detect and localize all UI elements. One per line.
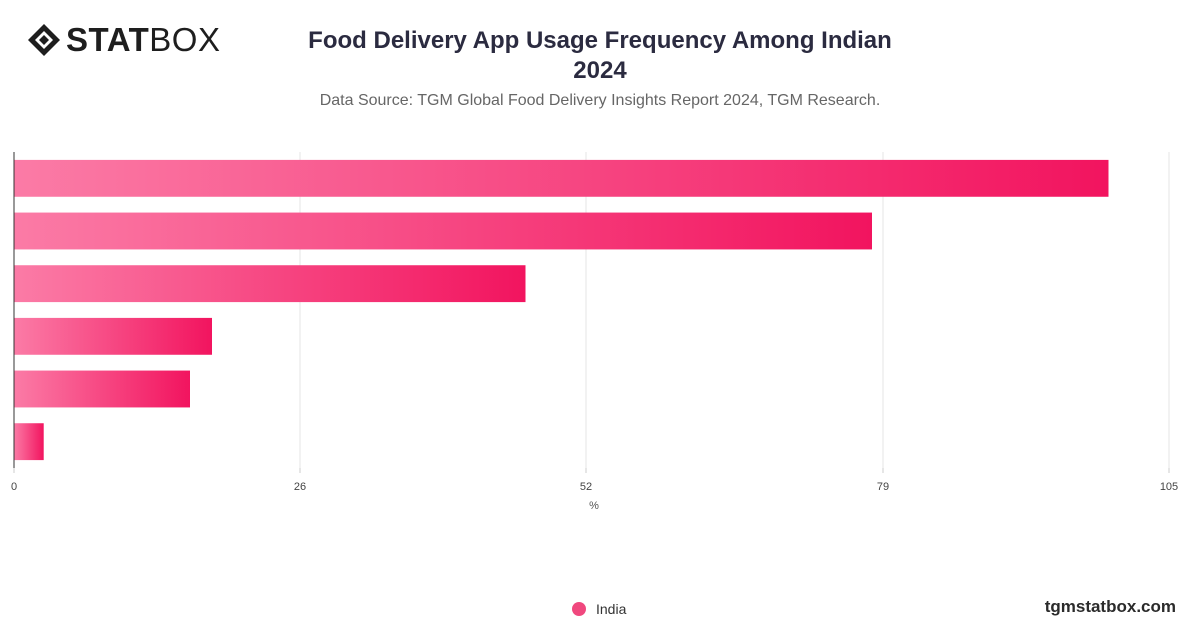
legend[interactable]: India bbox=[572, 601, 626, 617]
bar-3[interactable] bbox=[14, 265, 526, 303]
grid-lines bbox=[299, 152, 1170, 468]
statbox-diamond-icon bbox=[28, 24, 60, 56]
chart-title-line-1: Food Delivery App Usage Frequency Among … bbox=[308, 27, 892, 54]
x-tick-label: 79 bbox=[877, 481, 889, 493]
x-tick-label: 26 bbox=[294, 481, 306, 493]
bar-4[interactable] bbox=[14, 317, 212, 355]
x-tick-label: 105 bbox=[1160, 481, 1178, 493]
x-tick-label: 0 bbox=[11, 481, 17, 493]
bars bbox=[14, 159, 1109, 461]
bar-6[interactable] bbox=[14, 423, 44, 461]
logo-wordmark-light: BOX bbox=[149, 21, 221, 58]
x-tick-label: 52 bbox=[580, 481, 592, 493]
bar-5[interactable] bbox=[14, 370, 190, 408]
logo-wordmark: STATBOX bbox=[66, 22, 220, 58]
bar-2[interactable] bbox=[14, 212, 872, 250]
legend-marker-india bbox=[572, 602, 586, 616]
watermark: tgmstatbox.com bbox=[1044, 597, 1176, 616]
chart-subtitle: Data Source: TGM Global Food Delivery In… bbox=[319, 92, 881, 109]
logo-wordmark-strong: STAT bbox=[66, 21, 150, 58]
chart-title: Food Delivery App Usage Frequency Among … bbox=[290, 26, 910, 86]
chart-title-line-2: 2024 bbox=[573, 57, 627, 84]
legend-label-india: India bbox=[596, 601, 627, 617]
x-tick-labels: 0 26 52 79 105 bbox=[11, 468, 1178, 493]
bar-1[interactable] bbox=[14, 159, 1109, 197]
statbox-logo: STATBOX bbox=[26, 22, 220, 58]
x-axis-label: % bbox=[589, 500, 599, 512]
